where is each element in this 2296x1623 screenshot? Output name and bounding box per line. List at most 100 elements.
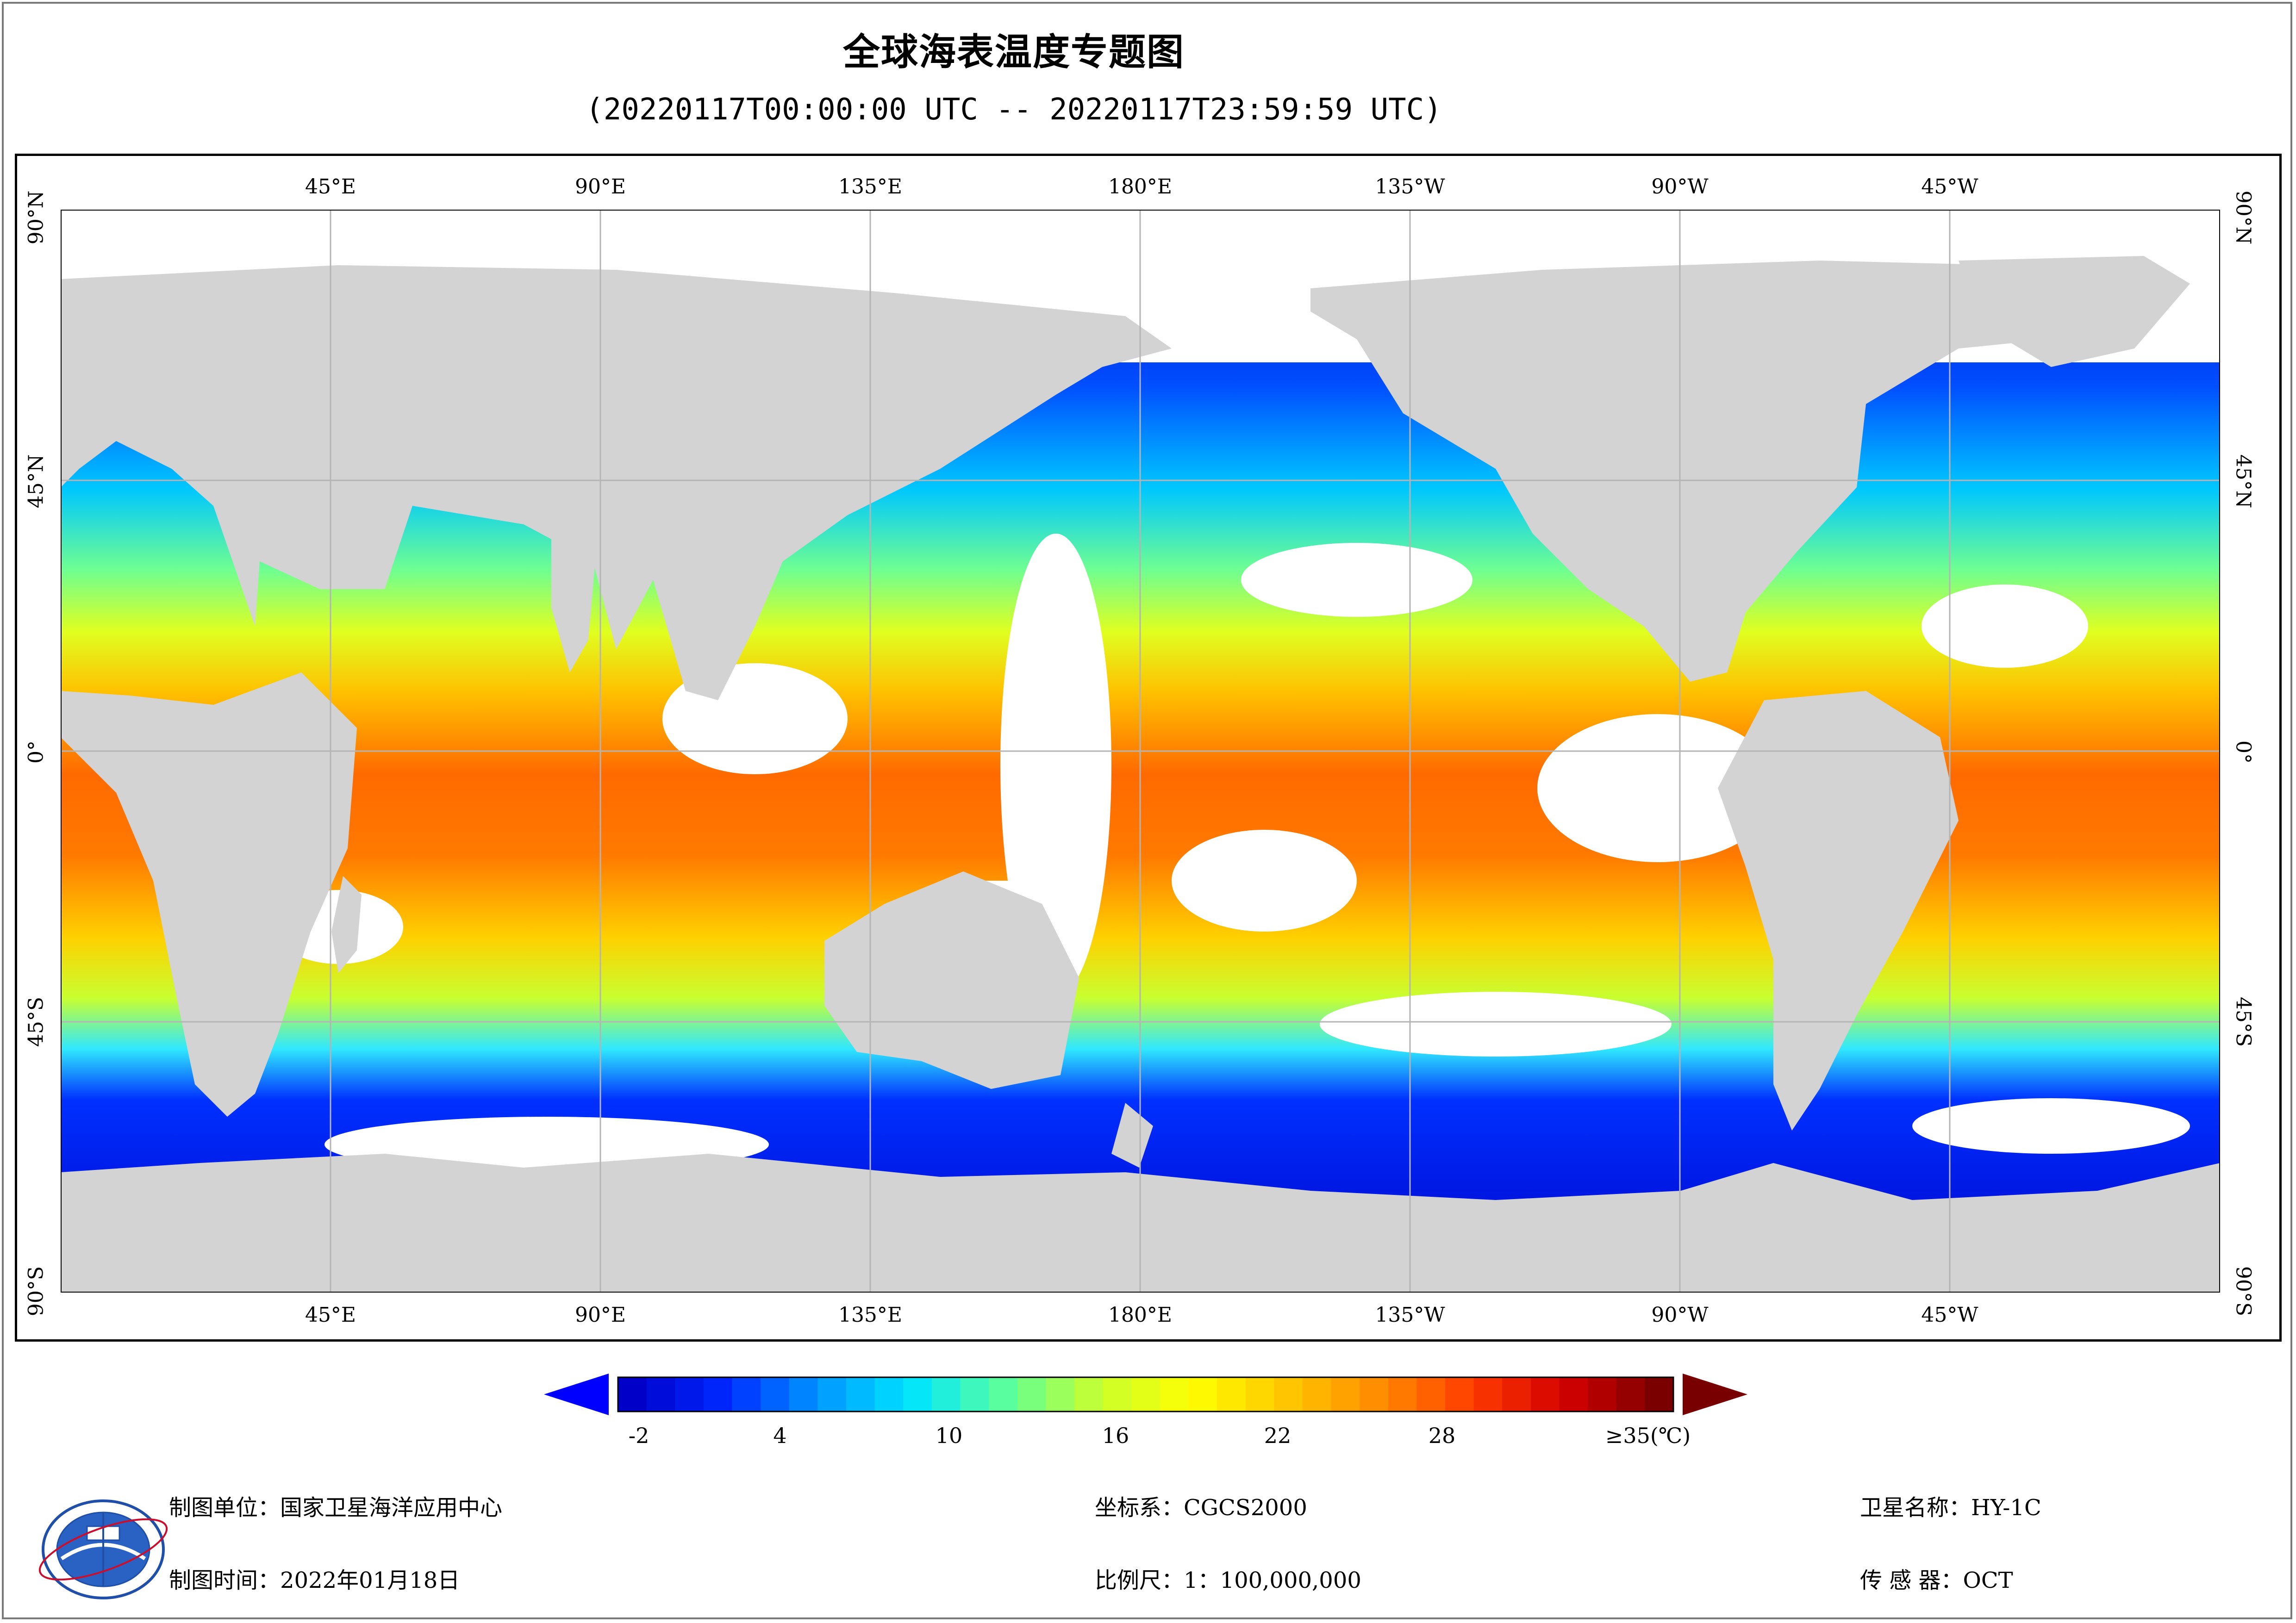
lon-label-bottom: 90°W — [1651, 1303, 1709, 1327]
footer-time-value: 2022年01月18日 — [280, 1567, 460, 1593]
colorbar-cell — [789, 1377, 818, 1412]
land-south-america — [1718, 691, 1959, 1131]
lon-label-top: 180°E — [1108, 175, 1173, 199]
colorbar-cell — [1616, 1377, 1645, 1412]
colorbar-cell — [675, 1377, 704, 1412]
colorbar-cell — [1074, 1377, 1104, 1412]
footer-scale-label: 比例尺： — [1095, 1567, 1184, 1593]
lat-label-right: 45°S — [2231, 996, 2255, 1047]
colorbar-cell — [761, 1377, 790, 1412]
colorbar-cell — [618, 1377, 647, 1412]
footer-crs-value: CGCS2000 — [1184, 1495, 1307, 1521]
colorbar-cell — [1388, 1377, 1417, 1412]
lon-label-bottom: 45°W — [1921, 1303, 1978, 1327]
lat-label-left: 45°N — [24, 454, 48, 509]
footer-satellite-value: HY-1C — [1971, 1495, 2041, 1521]
footer-scale-value: 1：100,000,000 — [1184, 1567, 1361, 1593]
colorbar-tick-label: -2 — [628, 1423, 649, 1448]
colorbar-tick-label: ≥35(℃) — [1605, 1423, 1691, 1448]
land-north-america — [1310, 261, 2074, 682]
colorbar-cell — [1559, 1377, 1588, 1412]
colorbar-cell — [1473, 1377, 1503, 1412]
colorbar-cell — [1445, 1377, 1474, 1412]
colorbar-cell — [1245, 1377, 1274, 1412]
colorbar-tick-label: 22 — [1264, 1423, 1292, 1448]
colorbar-tick-label: 16 — [1102, 1423, 1129, 1448]
footer-scale: 比例尺：1：100,000,000 — [1095, 1562, 1361, 1594]
lat-label-right: 90°S — [2231, 1266, 2255, 1317]
colorbar-cell — [703, 1377, 732, 1412]
footer-org-label: 制图单位： — [169, 1495, 281, 1521]
colorbar-cell — [931, 1377, 961, 1412]
footer-crs: 坐标系：CGCS2000 — [1095, 1489, 1307, 1522]
colorbar-cell — [1274, 1377, 1303, 1412]
colorbar-tick-label: 4 — [773, 1423, 787, 1448]
colorbar-cell — [1217, 1377, 1246, 1412]
land-madagascar — [331, 876, 362, 973]
map-frame — [15, 154, 2282, 1342]
footer-sensor-value: OCT — [1963, 1567, 2013, 1593]
colorbar-cell — [874, 1377, 904, 1412]
land-australia — [824, 871, 1079, 1089]
lon-label-bottom: 90°E — [574, 1303, 626, 1327]
colorbar-cell — [1160, 1377, 1189, 1412]
colorbar-cell — [1017, 1377, 1046, 1412]
lat-label-left: 0° — [24, 740, 48, 764]
footer-time-label: 制图时间： — [169, 1567, 281, 1593]
nsoas-logo — [38, 1499, 168, 1599]
map-subtitle: (20220117T00:00:00 UTC -- 20220117T23:59… — [586, 93, 1442, 127]
footer-satellite-label: 卫星名称： — [1860, 1495, 1972, 1521]
lon-label-top: 90°E — [574, 175, 626, 199]
colorbar-cells — [617, 1376, 1674, 1412]
land-greenland — [1959, 256, 2190, 367]
colorbar-tick-label: 10 — [935, 1423, 963, 1448]
lat-label-left: 45°S — [24, 996, 48, 1047]
colorbar-cell — [1645, 1377, 1674, 1412]
colorbar-cell — [817, 1377, 847, 1412]
sst-map[interactable] — [61, 210, 2220, 1293]
colorbar-cell — [1046, 1377, 1075, 1412]
lon-label-bottom: 135°W — [1375, 1303, 1445, 1327]
footer-sensor: 传 感 器：OCT — [1860, 1562, 2013, 1594]
land-eurasia — [61, 265, 1172, 700]
land-africa — [61, 672, 357, 1117]
lat-label-right: 45°N — [2231, 454, 2255, 509]
colorbar-cell — [1588, 1377, 1617, 1412]
colorbar-over-arrow — [1683, 1374, 1747, 1415]
lat-label-left: 90°N — [24, 190, 48, 245]
footer-sensor-label: 传 感 器： — [1860, 1567, 1963, 1593]
footer-org-value: 国家卫星海洋应用中心 — [280, 1495, 503, 1521]
colorbar-cell — [1360, 1377, 1389, 1412]
colorbar-cell — [1502, 1377, 1531, 1412]
lon-label-bottom: 135°E — [838, 1303, 903, 1327]
colorbar-cell — [1188, 1377, 1217, 1412]
colorbar-frame — [617, 1376, 1674, 1412]
lon-label-top: 45°E — [305, 175, 356, 199]
colorbar-legend — [544, 1374, 1747, 1415]
colorbar-cell — [989, 1377, 1018, 1412]
lon-label-top: 135°W — [1375, 175, 1445, 199]
footer-crs-label: 坐标系： — [1095, 1495, 1184, 1521]
lon-label-bottom: 45°E — [305, 1303, 356, 1327]
graticule — [61, 210, 2220, 1293]
colorbar-cell — [1530, 1377, 1560, 1412]
land-new-zealand — [1111, 1103, 1153, 1168]
colorbar-under-arrow — [544, 1374, 609, 1415]
footer-time: 制图时间：2022年01月18日 — [169, 1562, 460, 1594]
colorbar-cell — [846, 1377, 875, 1412]
lon-label-top: 135°E — [838, 175, 903, 199]
colorbar-cell — [1103, 1377, 1132, 1412]
map-title: 全球海表温度专题图 — [843, 31, 1185, 74]
colorbar-cell — [903, 1377, 932, 1412]
lat-label-right: 0° — [2231, 740, 2255, 764]
lat-label-right: 90°N — [2231, 190, 2255, 245]
footer-satellite: 卫星名称：HY-1C — [1860, 1489, 2041, 1522]
colorbar-cell — [732, 1377, 761, 1412]
colorbar-cell — [1416, 1377, 1446, 1412]
lon-label-bottom: 180°E — [1108, 1303, 1173, 1327]
footer-org: 制图单位：国家卫星海洋应用中心 — [169, 1489, 502, 1522]
colorbar-cell — [646, 1377, 675, 1412]
colorbar-tick-label: 28 — [1428, 1423, 1456, 1448]
colorbar-cell — [1302, 1377, 1332, 1412]
